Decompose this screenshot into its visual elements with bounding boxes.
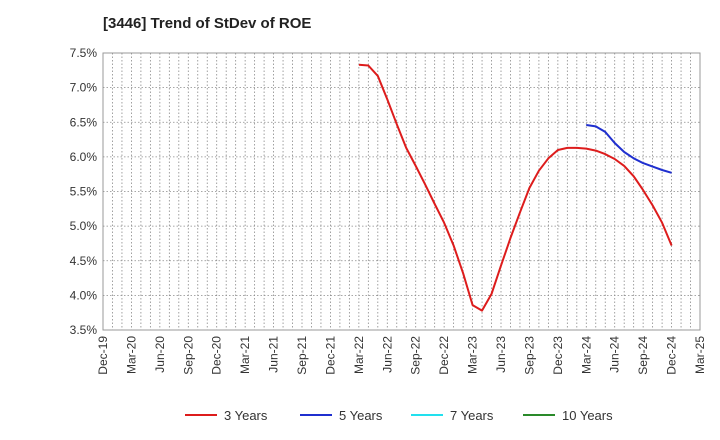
y-tick-label: 4.5% [70,254,98,268]
x-tick-label: Sep-22 [409,336,423,375]
chart-title: [3446] Trend of StDev of ROE [103,15,311,32]
x-tick-label: Jun-23 [494,336,508,373]
x-tick-label: Dec-22 [437,336,451,375]
legend: 3 Years 5 Years 7 Years 10 Years [185,408,613,423]
x-tick-label: Mar-21 [238,336,252,374]
y-axis: 7.5% 7.0% 6.5% 6.0% 5.5% 5.0% 4.5% 4.0% 3.5% [70,46,98,337]
y-tick-label: 5.0% [70,219,98,233]
series-line-3-years [358,63,673,312]
legend-label-3-years: 3 Years [224,408,268,423]
series-line-5-years [586,124,672,174]
x-tick-label: Dec-21 [323,336,337,375]
y-tick-label: 7.5% [70,46,98,60]
x-tick-label: Jun-24 [608,336,622,373]
x-tick-label: Mar-20 [124,336,138,374]
y-tick-label: 5.5% [70,185,98,199]
x-tick-label: Jun-20 [153,336,167,373]
y-tick-label: 6.0% [70,150,98,164]
x-tick-label: Jun-22 [380,336,394,373]
x-tick-label: Mar-24 [579,336,593,374]
x-tick-label: Mar-23 [466,336,480,374]
x-tick-label: Sep-23 [522,336,536,375]
x-tick-label: Dec-24 [665,336,679,375]
x-tick-label: Mar-22 [352,336,366,374]
y-tick-label: 7.0% [70,81,98,95]
x-tick-label: Jun-21 [267,336,281,373]
x-tick-label: Sep-24 [636,336,650,375]
x-tick-label: Mar-25 [693,336,707,374]
y-tick-label: 4.0% [70,288,98,302]
y-tick-label: 6.5% [70,115,98,129]
grid [103,53,700,330]
x-tick-label: Dec-19 [96,336,110,375]
x-tick-label: Sep-21 [295,336,309,375]
x-axis: Dec-19 Mar-20 Jun-20 Sep-20 Dec-20 Mar-21 Jun-… [96,336,707,375]
x-tick-label: Sep-20 [181,336,195,375]
legend-label-10-years: 10 Years [562,408,613,423]
x-tick-label: Dec-23 [551,336,565,375]
x-tick-label: Dec-20 [210,336,224,375]
y-tick-label: 3.5% [70,323,98,337]
series-lines [358,63,673,312]
legend-label-5-years: 5 Years [339,408,383,423]
legend-label-7-years: 7 Years [450,408,494,423]
